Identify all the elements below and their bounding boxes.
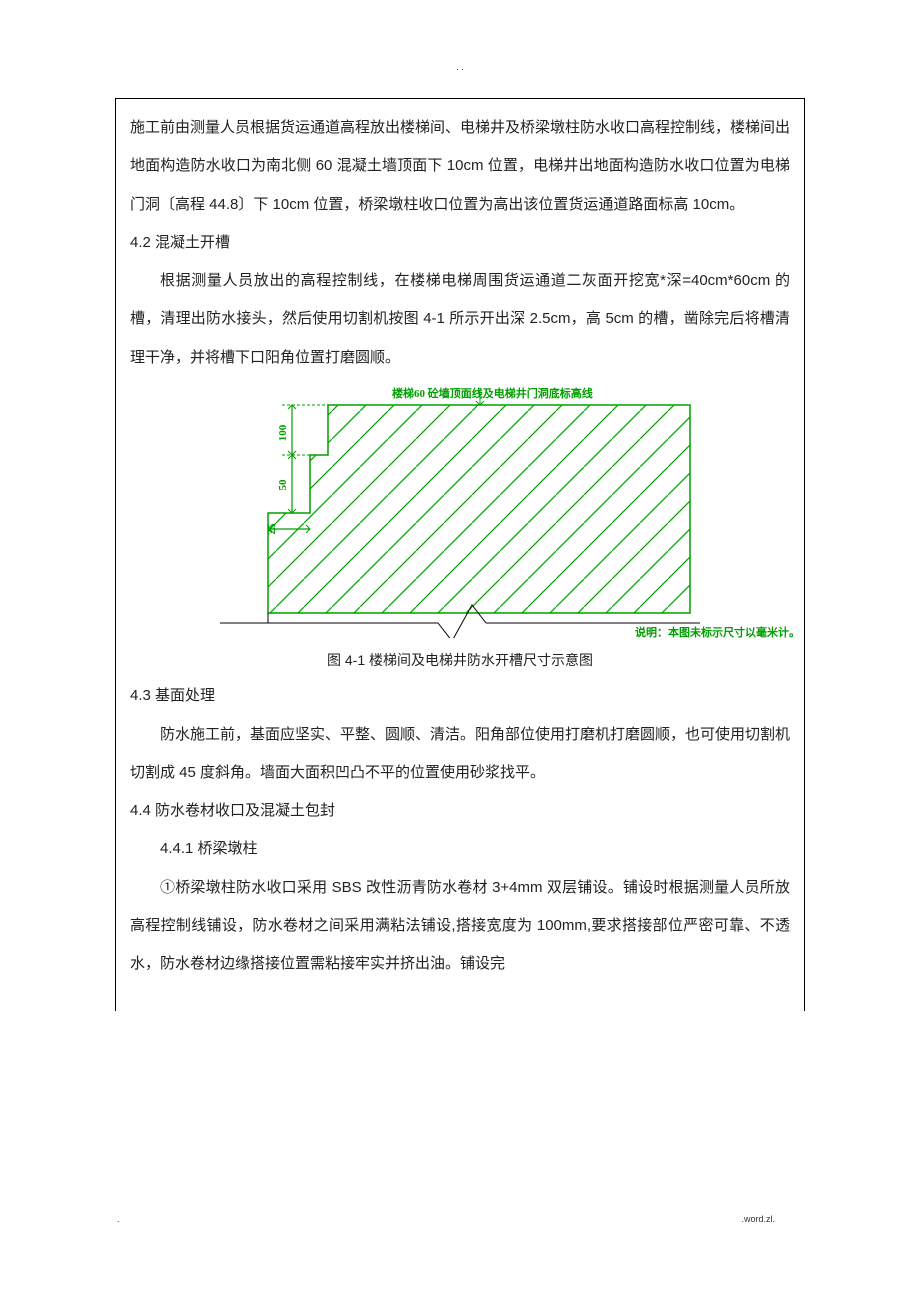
content-frame: 施工前由测量人员根据货运通道高程放出楼梯间、电梯井及桥梁墩柱防水收口高程控制线，… [115,98,805,1011]
footer-right: .word.zl. [741,1214,775,1224]
dim-50: 50 [277,479,289,491]
paragraph-1: 施工前由测量人员根据货运通道高程放出楼梯间、电梯井及桥梁墩柱防水收口高程控制线，… [130,109,790,224]
groove-diagram-svg: 楼梯60 砼墙顶面线及电梯井门洞底标高线 100 50 25 [220,383,700,638]
diagram-note: 说明：本图未标示尺寸以毫米计。 [635,624,800,640]
footer-left: . [117,1214,120,1224]
paragraph-3: 防水施工前，基面应坚实、平整、圆顺、清洁。阳角部位使用打磨机打磨圆顺，也可使用切… [130,716,790,793]
paragraph-4: ①桥梁墩柱防水收口采用 SBS 改性沥青防水卷材 3+4mm 双层铺设。铺设时根… [130,869,790,984]
heading-4-4-1: 4.4.1 桥梁墩柱 [130,830,790,868]
hatched-region [268,405,690,613]
heading-4-3: 4.3 基面处理 [130,677,790,715]
dim-25: 25 [266,523,278,535]
heading-4-2: 4.2 混凝土开槽 [130,224,790,262]
figure-caption-4-1: 图 4-1 楼梯间及电梯井防水开槽尺寸示意图 [130,644,790,678]
dim-100: 100 [277,424,289,441]
heading-4-4: 4.4 防水卷材收口及混凝土包封 [130,792,790,830]
page-marker-top: . . [456,62,464,73]
paragraph-2: 根据测量人员放出的高程控制线，在楼梯电梯周围货运通道二灰面开挖宽*深=40cm*… [130,262,790,377]
diagram-4-1: 楼梯60 砼墙顶面线及电梯井门洞底标高线 100 50 25 说明 [220,383,700,638]
diagram-title: 楼梯60 砼墙顶面线及电梯井门洞底标高线 [392,386,593,400]
